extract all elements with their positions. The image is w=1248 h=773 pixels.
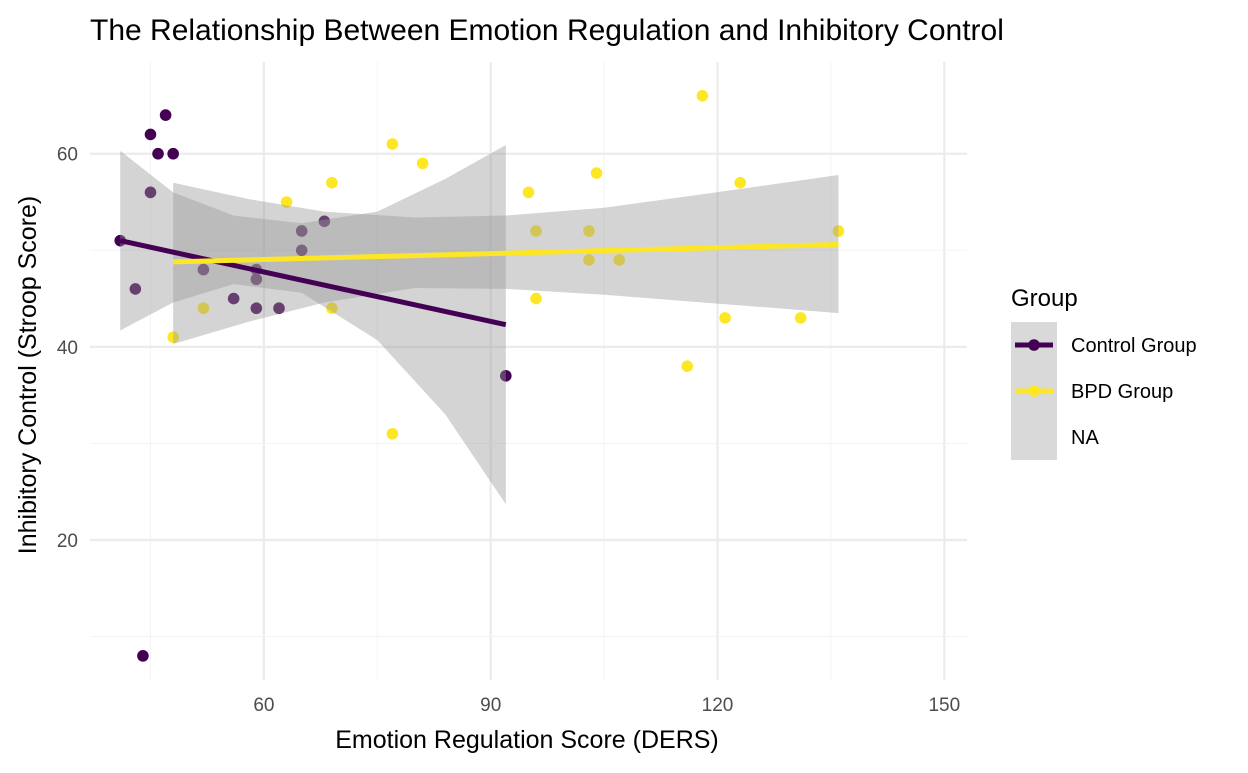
legend-entry-label: BPD Group: [1071, 381, 1173, 403]
data-point: [250, 302, 263, 315]
fit-line: [173, 242, 839, 265]
data-point: [326, 302, 338, 315]
tick-labels: 60 90 120 150 20 40 60: [57, 145, 960, 716]
data-point: [144, 186, 157, 199]
data-point: [590, 167, 603, 179]
x-tick-label: 60: [253, 695, 274, 716]
data-point: [386, 427, 399, 440]
y-tick-label: 40: [57, 338, 78, 359]
confidence-band: [120, 145, 506, 505]
data-point: [250, 273, 263, 286]
data-point: [583, 225, 595, 237]
data-point: [167, 147, 179, 160]
data-point: [295, 225, 308, 237]
chart-title: The Relationship Between Emotion Regulat…: [90, 14, 1004, 47]
data-point: [137, 650, 149, 662]
x-tick-label: 90: [480, 695, 501, 716]
data-point: [280, 196, 293, 208]
data-point: [522, 186, 535, 199]
legend-point-swatch: [1028, 339, 1040, 351]
x-tick-label: 120: [702, 695, 734, 716]
y-tick-label: 60: [57, 145, 78, 166]
data-point: [295, 244, 308, 257]
data-point: [719, 312, 731, 324]
data-point: [159, 109, 172, 121]
data-point: [326, 176, 338, 189]
data-point: [273, 302, 285, 315]
data-point: [197, 263, 210, 276]
data-point: [613, 254, 626, 266]
fit-line: [119, 238, 507, 328]
data-point: [794, 312, 807, 324]
data-point: [318, 215, 331, 228]
data-point: [227, 292, 240, 305]
data-points: [114, 89, 845, 662]
data-point: [144, 128, 157, 141]
data-point: [167, 331, 179, 344]
legend-point-swatch: [1028, 385, 1040, 397]
data-point: [530, 225, 542, 237]
data-point: [197, 302, 210, 315]
data-point: [416, 157, 429, 170]
confidence-bands: [120, 145, 839, 505]
legend-title: Group: [1011, 285, 1078, 312]
fit-lines: [119, 238, 839, 328]
legend-entry-label: NA: [1071, 427, 1099, 449]
data-point: [152, 147, 164, 160]
data-point: [386, 138, 399, 150]
data-point: [500, 370, 512, 382]
data-point: [734, 176, 746, 189]
x-axis-label: Emotion Regulation Score (DERS): [335, 726, 719, 754]
data-point: [583, 254, 595, 266]
y-axis-label: Inhibitory Control (Stroop Score): [14, 196, 42, 554]
confidence-band: [173, 174, 839, 344]
data-point: [129, 283, 142, 295]
legend: Group Control Group BPD Group NA: [1011, 285, 1197, 460]
data-point: [832, 225, 845, 237]
grid: [90, 62, 967, 680]
data-point: [681, 360, 694, 372]
y-tick-label: 20: [57, 531, 78, 552]
x-tick-label: 150: [928, 695, 960, 716]
data-point: [696, 89, 709, 102]
data-point: [530, 292, 542, 305]
legend-entry-label: Control Group: [1071, 335, 1197, 357]
legend-key: [1011, 414, 1057, 460]
